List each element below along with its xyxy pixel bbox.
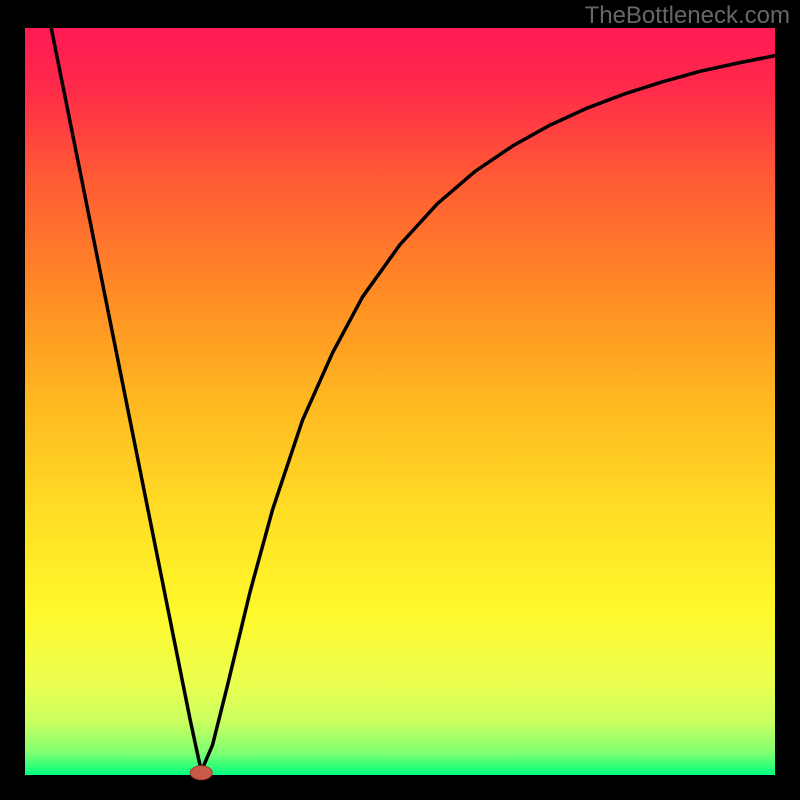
bottleneck-chart: [0, 0, 800, 800]
watermark-text: TheBottleneck.com: [585, 2, 790, 30]
chart-container: TheBottleneck.com: [0, 0, 800, 800]
minimum-marker: [190, 766, 212, 780]
